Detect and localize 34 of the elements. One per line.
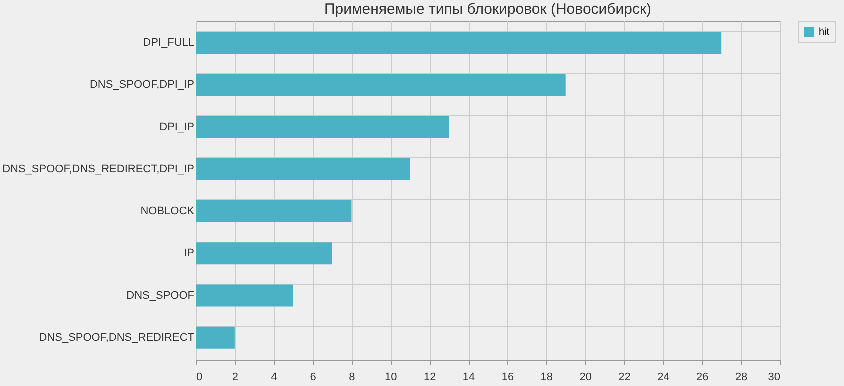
x-tick-label: 4 — [271, 372, 278, 384]
bar — [196, 242, 332, 265]
y-tick-label: DPI_FULL — [143, 37, 194, 50]
x-tick-label: 14 — [462, 372, 476, 384]
x-tick-label: 30 — [768, 372, 780, 384]
x-tick-label: 20 — [580, 372, 592, 384]
y-tick-label: IP — [184, 248, 194, 260]
x-tick-label: 2 — [232, 372, 238, 384]
y-tick-label: DNS_SPOOF,DNS_REDIRECT,DPI_IP — [2, 163, 194, 176]
x-tick-label: 16 — [502, 372, 514, 384]
x-tick-label: 12 — [424, 372, 436, 384]
x-tick-label: 18 — [540, 372, 554, 384]
y-tick-label: NOBLOCK — [140, 206, 196, 218]
x-tick-label: 0 — [196, 372, 203, 384]
bar — [196, 74, 566, 96]
x-tick-label: 22 — [618, 372, 631, 384]
x-tick-label: 24 — [658, 372, 670, 384]
y-tick-label: DNS_SPOOF — [126, 290, 195, 302]
x-tick-label: 8 — [349, 372, 356, 384]
x-tick-label: 28 — [735, 372, 748, 384]
y-tick-label: DPI_IP — [160, 121, 194, 134]
bar — [196, 326, 235, 349]
x-tick-label: 10 — [385, 372, 398, 384]
x-tick-label: 26 — [696, 372, 709, 384]
bar — [196, 116, 450, 138]
legend-label: hit — [819, 27, 830, 38]
chart-title: Применяемые типы блокировок (Новосибирск) — [324, 1, 652, 18]
bar — [196, 158, 410, 180]
bar — [196, 32, 722, 54]
x-tick-label: 6 — [310, 372, 316, 384]
bar — [196, 200, 352, 223]
y-tick-label: DNS_SPOOF,DPI_IP — [90, 79, 194, 92]
y-tick-label: DNS_SPOOF,DNS_REDIRECT — [39, 332, 195, 344]
bar — [196, 284, 294, 307]
